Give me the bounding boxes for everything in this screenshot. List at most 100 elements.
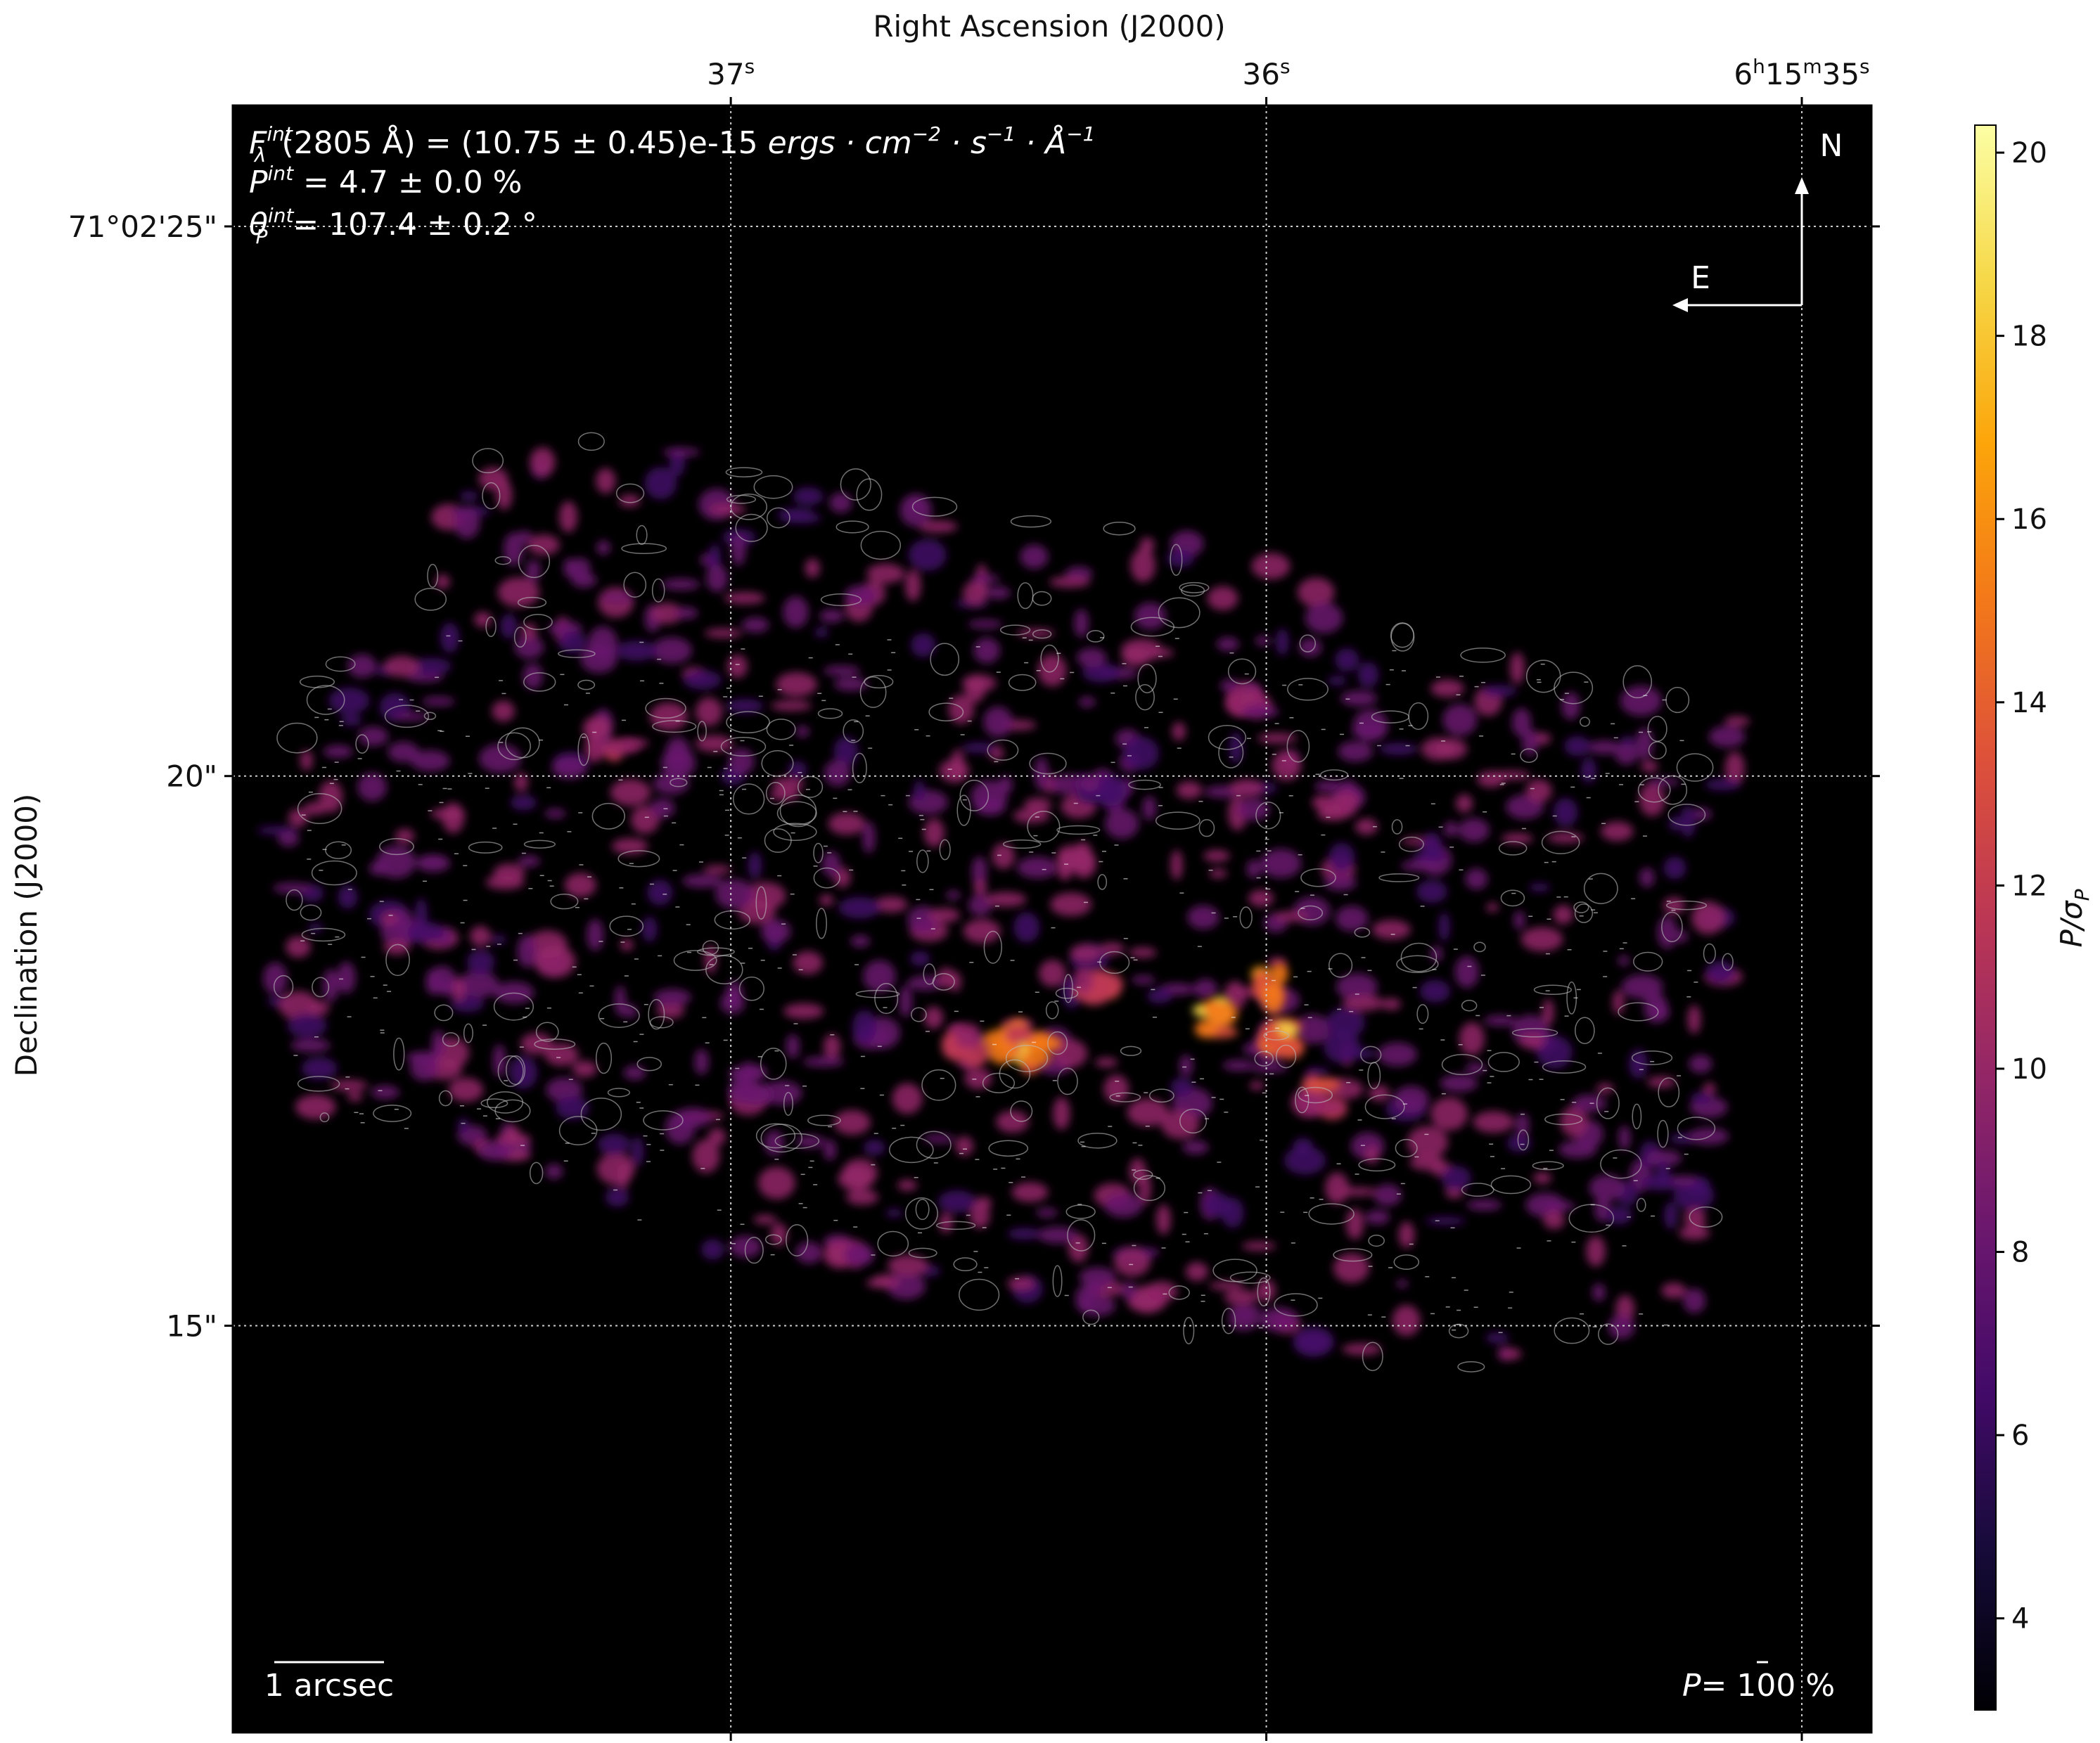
emission-blob xyxy=(651,603,683,624)
contour xyxy=(513,626,527,648)
contour xyxy=(702,940,719,956)
contour xyxy=(999,624,1031,636)
emission-knot xyxy=(478,1141,513,1161)
emission-blob xyxy=(1105,809,1139,839)
contour xyxy=(1533,984,1573,995)
emission-blob xyxy=(340,714,362,726)
emission-blob xyxy=(1013,912,1040,943)
emission-blob xyxy=(892,1083,923,1114)
contour xyxy=(904,1197,938,1230)
emission-blob xyxy=(1378,742,1419,755)
emission-blob xyxy=(453,977,465,1002)
emission-knot xyxy=(1242,688,1263,705)
contour xyxy=(1395,1138,1418,1157)
emission-blob xyxy=(1257,733,1298,744)
emission-blob xyxy=(1352,709,1388,742)
emission-blob xyxy=(1691,901,1725,935)
emission-blob xyxy=(955,1136,974,1156)
contour xyxy=(523,840,556,849)
contour xyxy=(442,1032,460,1047)
emission-blob xyxy=(1146,988,1172,1004)
contour xyxy=(1542,1060,1587,1074)
contour xyxy=(643,1110,684,1131)
emission-blob xyxy=(1499,1348,1522,1361)
contour xyxy=(1511,1028,1558,1038)
emission-blob xyxy=(417,855,447,865)
contour xyxy=(1473,941,1486,953)
emission-blob xyxy=(706,564,729,593)
emission-blob xyxy=(833,1110,871,1136)
emission-blob xyxy=(914,780,926,802)
contour xyxy=(1286,730,1310,763)
angular-scalebar: 1 arcsec xyxy=(264,1661,394,1704)
emission-blob xyxy=(290,1038,331,1053)
emission-blob xyxy=(828,812,865,835)
contour xyxy=(1722,953,1734,971)
emission-blob xyxy=(1079,1267,1116,1287)
emission-blob xyxy=(973,637,1001,664)
contour xyxy=(523,672,556,692)
contour xyxy=(1368,1235,1385,1247)
colorbar-gradient xyxy=(1974,124,1997,1711)
contour xyxy=(1596,1087,1620,1119)
emission-blob xyxy=(780,513,822,524)
emission-blob xyxy=(1020,544,1049,570)
contour xyxy=(726,711,770,733)
emission-blob xyxy=(1561,692,1580,720)
emission-blob xyxy=(897,1179,917,1191)
contour xyxy=(1040,644,1059,673)
map-background xyxy=(233,105,1871,1732)
emission-blob xyxy=(596,540,610,555)
emission-blob xyxy=(1129,947,1157,958)
contour xyxy=(423,712,437,721)
emission-blob xyxy=(1473,1111,1514,1133)
contour xyxy=(816,908,828,939)
contour xyxy=(1097,874,1108,890)
contour xyxy=(1067,1219,1096,1252)
emission-blob xyxy=(1272,750,1302,781)
emission-blob xyxy=(518,855,541,868)
emission-blob xyxy=(295,1094,336,1119)
contour xyxy=(1002,840,1042,849)
contour xyxy=(1647,716,1667,742)
emission-blob xyxy=(1297,577,1335,607)
contour xyxy=(1574,903,1594,923)
contour xyxy=(1633,951,1663,972)
contour xyxy=(705,955,743,984)
emission-blob xyxy=(1653,1002,1670,1022)
contour xyxy=(1239,906,1253,929)
emission-blob xyxy=(1076,648,1107,668)
contour xyxy=(1631,1050,1673,1065)
contour xyxy=(649,1016,674,1029)
emission-blob xyxy=(1691,1092,1712,1104)
emission-knot xyxy=(584,735,605,763)
emission-blob xyxy=(492,1044,506,1078)
colorbar: 4 6 8 10 12 14 16 18 20 P/σP xyxy=(1974,124,2094,1711)
emission-blob xyxy=(1589,1174,1625,1201)
emission-blob xyxy=(1207,586,1238,611)
emission-blob xyxy=(1425,1216,1466,1226)
emission-blob xyxy=(1525,779,1552,803)
emission-blob xyxy=(1692,807,1712,821)
emission-blob xyxy=(479,744,521,773)
contour xyxy=(1055,987,1079,999)
emission-blob xyxy=(753,1214,777,1225)
emission-blob xyxy=(650,798,675,818)
emission-blob xyxy=(371,1085,399,1100)
y-tick-label: 15" xyxy=(166,1309,217,1344)
emission-blob xyxy=(819,894,834,906)
emission-blob xyxy=(703,865,732,875)
emission-blob xyxy=(1675,930,1688,943)
contour xyxy=(306,685,345,715)
emission-blob xyxy=(844,584,878,607)
emission-blob xyxy=(497,577,540,607)
emission-blob xyxy=(323,745,354,759)
contour xyxy=(911,496,958,517)
contour xyxy=(1181,584,1205,597)
contour xyxy=(1005,1044,1049,1072)
emission-blob xyxy=(1335,906,1369,932)
contour xyxy=(697,947,735,956)
emission-blob xyxy=(601,593,635,603)
emission-blob xyxy=(1170,849,1183,880)
east-arrow-icon xyxy=(1672,298,1688,312)
